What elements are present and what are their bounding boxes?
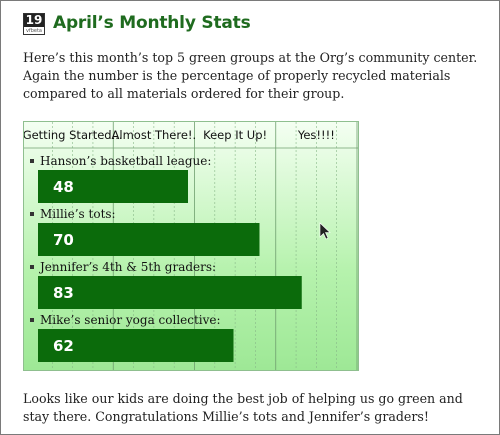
bar-value-label: 48 xyxy=(53,178,74,196)
calendar-icon: 19 vfbeta xyxy=(23,13,45,35)
row-label: Mike’s senior yoga collective: xyxy=(40,313,221,327)
calendar-sub: vfbeta xyxy=(26,28,42,34)
row-label: Millie’s tots: xyxy=(40,207,116,221)
row-label: Hanson’s basketball league: xyxy=(40,154,211,168)
bar-value-label: 62 xyxy=(53,337,74,355)
bar-value-label: 83 xyxy=(53,284,74,302)
mouse-cursor-icon xyxy=(319,222,331,240)
post-title: April’s Monthly Stats xyxy=(53,13,251,33)
row-label: Jennifer’s 4th & 5th graders: xyxy=(38,260,216,274)
bullet-icon xyxy=(30,159,34,163)
bar xyxy=(38,223,260,256)
bar xyxy=(38,170,188,203)
stats-chart: Getting Started... Almost There!. Keep It … xyxy=(23,121,359,371)
bar xyxy=(38,276,302,309)
scale-label: Yes!!!! xyxy=(297,128,335,142)
scale-label: Almost There!. xyxy=(112,128,197,142)
bullet-icon xyxy=(30,265,34,269)
bar xyxy=(38,329,234,362)
scale-label: Keep It Up! xyxy=(203,128,267,142)
chart-svg: Getting Started...Almost There!. Keep It … xyxy=(24,122,358,370)
bullet-icon xyxy=(30,318,34,322)
bar-value-label: 70 xyxy=(53,231,74,249)
bullet-icon xyxy=(30,212,34,216)
outro-paragraph: Looks like our kids are doing the best j… xyxy=(23,391,463,424)
intro-paragraph: Here’s this month’s top 5 green groups a… xyxy=(23,50,478,101)
calendar-day: 19 xyxy=(24,13,44,27)
scale-label: Getting Started... xyxy=(24,128,123,142)
